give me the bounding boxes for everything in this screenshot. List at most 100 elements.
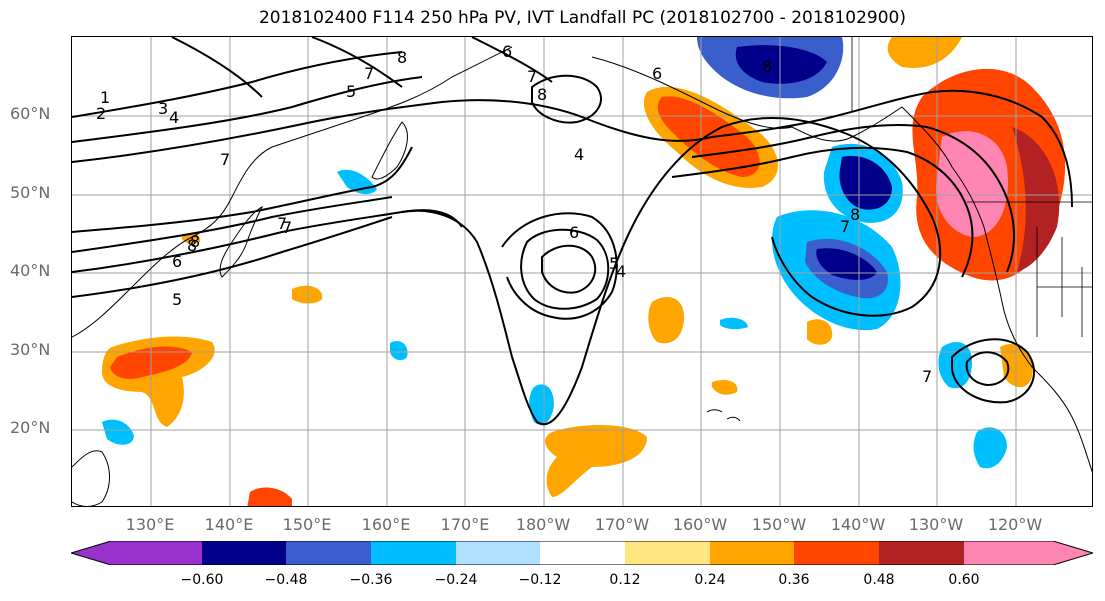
contour-label: 8 [190, 232, 200, 251]
colorbar-segment [794, 541, 879, 565]
contour-label: 4 [616, 262, 626, 281]
pv-contour-5 [72, 146, 413, 233]
colorbar-segment [710, 541, 794, 565]
positive-anomaly-nw-america-core [936, 131, 1008, 237]
positive-anomaly-small-2 [807, 319, 833, 345]
contour-label: 8 [762, 57, 772, 76]
positive-anomaly-bc-coast [887, 37, 962, 68]
pv-contour-low-6 [541, 244, 597, 294]
colorbar-segment [879, 541, 964, 565]
positive-anomaly-small-1 [648, 297, 684, 344]
pv-contour-north-3 [471, 37, 553, 83]
lon-label-130e: 130°E [125, 515, 175, 534]
positive-anomaly-subtropics [545, 425, 647, 497]
colorbar-tick: 0.12 [609, 572, 641, 588]
colorbar-segment [456, 541, 540, 565]
map-title: 2018102400 F114 250 hPa PV, IVT Landfall… [258, 8, 906, 28]
contour-label: 8 [187, 236, 197, 255]
lon-label-150w: 150°W [751, 515, 807, 534]
negative-anomaly-offshore-core [839, 156, 892, 210]
contour-label: 8 [850, 205, 860, 224]
colorbar [71, 541, 1093, 565]
contour-label: 8 [537, 85, 547, 104]
colorbar-tick: −0.24 [434, 572, 478, 588]
pv-contours [72, 37, 1073, 425]
contour-label: 5 [609, 254, 619, 273]
lon-label-160e: 160°E [361, 515, 411, 534]
map-panel: 1 2 3 4 5 6 7 8 6 5 4 7 8 4 6 8 7 8 7 8 … [71, 36, 1093, 507]
positive-anomaly-small-4 [292, 285, 323, 304]
positive-anomaly-gulf-alaska-core [657, 96, 760, 177]
lat-label-20n: 20°N [10, 418, 51, 437]
pv-contour-north-2 [311, 37, 403, 88]
contour-label: 6 [502, 42, 512, 61]
japan-coastline [219, 205, 264, 278]
colorbar-tick: −0.48 [264, 572, 308, 588]
pv-contour-subtropic-low [951, 338, 1036, 404]
pv-contour-ridge-3 [671, 146, 974, 278]
pv-contour-3 [72, 76, 423, 143]
positive-anomaly-nw-america-edge [1012, 127, 1060, 272]
colorbar-segment [71, 541, 202, 565]
negative-anomaly-subtropics-east [938, 342, 972, 389]
contour-label: 7 [922, 367, 932, 386]
negative-anomaly-hawaii-east [973, 427, 1007, 469]
contour-label: 7 [527, 67, 537, 86]
contour-label: 7 [277, 214, 287, 233]
pv-contour-8 [72, 216, 393, 298]
lon-label-130w: 130°W [908, 515, 964, 534]
map-canvas: 1 2 3 4 5 6 7 8 6 5 4 7 8 4 6 8 7 8 7 8 … [72, 37, 1092, 506]
pv-contour-4 [72, 99, 713, 163]
negative-anomaly-alaska-core [735, 45, 827, 84]
pv-contour-low-5 [520, 228, 610, 310]
kamchatka-coastline [371, 121, 408, 180]
pv-contour-6 [72, 196, 393, 253]
map-gridlines [72, 37, 1092, 506]
pv-contour-7 [72, 209, 463, 273]
lat-label-60n: 60°N [10, 104, 51, 123]
colorbar-tick: 0.60 [948, 572, 980, 588]
pv-contour-trough-inner [501, 212, 618, 320]
lon-label-160w: 160°W [672, 515, 728, 534]
negative-anomaly-small-2 [720, 317, 748, 330]
pv-contour-ridge-1 [711, 89, 1073, 208]
philippines-coastline [72, 450, 110, 506]
negative-anomaly-small-1 [390, 340, 408, 361]
lon-label-140w: 140°W [830, 515, 886, 534]
colorbar-segment [625, 541, 710, 565]
lon-label-150e: 150°E [282, 515, 332, 534]
colorbar-segment [202, 541, 286, 565]
colorbar-tick: −0.36 [349, 572, 393, 588]
lon-label-170e: 170°E [440, 515, 490, 534]
contour-label: 1 [100, 88, 110, 107]
contour-labels: 1 2 3 4 5 6 7 8 6 5 4 7 8 4 6 8 7 8 7 8 … [96, 42, 932, 386]
contour-label: 7 [220, 150, 230, 169]
contour-label: 6 [652, 64, 662, 83]
ivt-positive-shading [102, 37, 1066, 506]
negative-anomaly-north-pacific-deep [816, 248, 877, 280]
contour-label: 4 [574, 145, 584, 164]
north-america-coastline [901, 106, 1092, 473]
colorbar-segment [540, 541, 625, 565]
pv-contour-subtropic-inner [965, 351, 1010, 387]
us-state-borders [1036, 227, 1092, 337]
lat-label-30n: 30°N [10, 340, 51, 359]
colorbar-segment [964, 541, 1093, 565]
contour-label: 6 [569, 223, 579, 242]
contour-label: 3 [158, 99, 168, 118]
colorbar-tick: −0.12 [518, 572, 562, 588]
negative-anomaly-philippines [102, 419, 134, 445]
lat-label-50n: 50°N [10, 183, 51, 202]
hawaii-islands [706, 409, 741, 422]
pv-contour-2 [72, 51, 403, 118]
pv-contour-trough-outer [401, 116, 942, 425]
contour-label: 8 [397, 48, 407, 67]
colorbar-segment [371, 541, 456, 565]
negative-anomaly-dateline [529, 384, 554, 425]
colorbar-tick: 0.24 [694, 572, 726, 588]
contour-label: 7 [282, 218, 292, 237]
contour-label: 7 [364, 64, 374, 83]
contour-label: 4 [169, 108, 179, 127]
contour-label: 5 [172, 290, 182, 309]
lon-label-140e: 140°E [204, 515, 254, 534]
